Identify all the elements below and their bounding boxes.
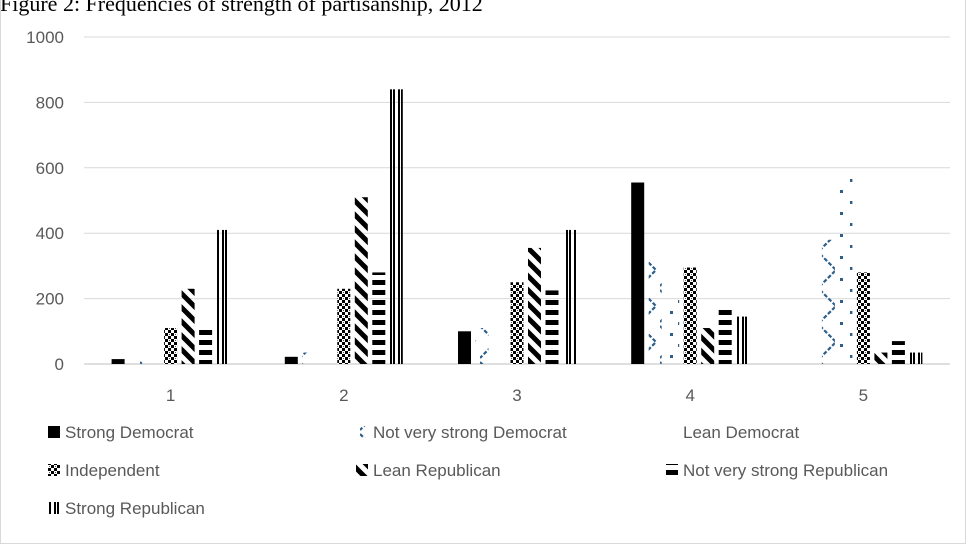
- legend-item: Not very strong Republican: [666, 461, 888, 480]
- y-tick-label: 800: [36, 93, 64, 112]
- x-tick-label: 4: [685, 386, 694, 405]
- bar: [528, 247, 541, 364]
- bar: [545, 290, 559, 364]
- bar: [389, 89, 403, 364]
- legend-label: Independent: [65, 461, 160, 480]
- y-tick-label: 600: [36, 159, 64, 178]
- bar: [856, 272, 870, 364]
- figure-caption: Figure 2: Frequencies of strength of par…: [0, 0, 483, 16]
- legend-item: Strong Republican: [48, 499, 205, 518]
- y-tick-label: 400: [36, 224, 64, 243]
- bar: [891, 341, 905, 364]
- bar: [631, 182, 645, 364]
- y-tick-label: 200: [36, 290, 64, 309]
- legend-swatch: [48, 464, 60, 476]
- legend-item: Lean Democrat: [666, 423, 800, 442]
- legend-label: Not very strong Democrat: [373, 423, 567, 442]
- legend-swatch: [48, 502, 60, 514]
- bar: [736, 316, 750, 364]
- legend-label: Strong Republican: [65, 499, 205, 518]
- legend-swatch: [666, 464, 678, 476]
- x-tick-label: 5: [859, 386, 868, 405]
- bar: [666, 295, 680, 364]
- legend-swatch: [356, 464, 368, 476]
- x-tick-label: 3: [512, 386, 521, 405]
- bar: [372, 272, 386, 364]
- legend: Strong Democrat Not very strong Democrat L…: [48, 423, 888, 518]
- bar: [337, 288, 351, 364]
- x-tick-label: 2: [339, 386, 348, 405]
- bar: [111, 359, 125, 364]
- legend-swatch: [48, 426, 60, 438]
- legend-item: Strong Democrat: [48, 423, 194, 442]
- bar: [181, 288, 195, 364]
- bar: [146, 363, 160, 364]
- legend-item: Not very strong Democrat: [356, 423, 567, 442]
- bar: [510, 282, 524, 364]
- bar: [164, 328, 178, 364]
- bar: [839, 174, 853, 364]
- bar: [718, 305, 732, 364]
- bar: [475, 328, 489, 364]
- bar: [821, 239, 835, 364]
- y-tick-label: 1000: [26, 28, 64, 47]
- bar: [909, 352, 923, 364]
- legend-label: Not very strong Republican: [683, 461, 888, 480]
- x-tick-label: 1: [166, 386, 175, 405]
- bar: [354, 197, 368, 364]
- legend-item: Lean Republican: [356, 461, 501, 480]
- legend-swatch: [356, 426, 368, 438]
- legend-swatch: [666, 426, 678, 438]
- legend-item: Independent: [48, 461, 160, 480]
- bar: [683, 267, 697, 364]
- legend-label: Lean Republican: [373, 461, 501, 480]
- bar: [216, 229, 230, 364]
- y-axis: 0 200 400 600 800 1000: [26, 28, 64, 374]
- bar: [563, 229, 576, 364]
- legend-label: Strong Democrat: [65, 423, 194, 442]
- bar: [493, 354, 506, 364]
- bar: [648, 257, 662, 364]
- bar: [458, 331, 471, 364]
- x-axis: 1 2 3 4 5: [166, 386, 868, 405]
- bar: [874, 352, 888, 364]
- bar: [701, 328, 715, 364]
- y-tick-label: 0: [55, 355, 64, 374]
- bars: [111, 89, 923, 364]
- bar: [129, 359, 143, 364]
- bar: [302, 352, 316, 364]
- bar: [199, 328, 213, 364]
- legend-label: Lean Democrat: [683, 423, 800, 442]
- bar: [284, 356, 298, 364]
